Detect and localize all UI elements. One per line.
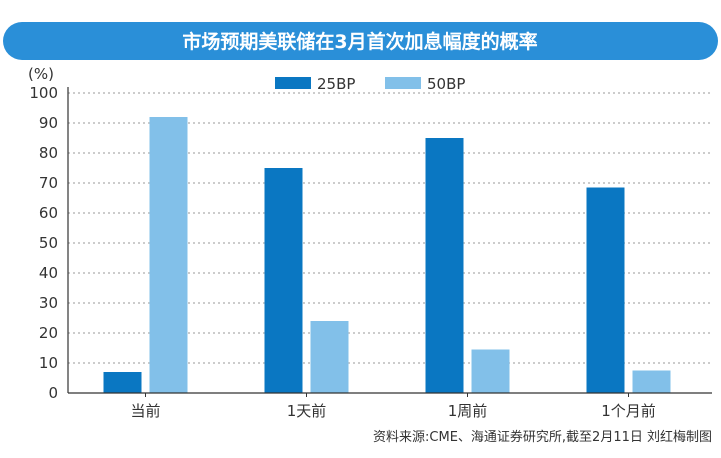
x-tick-labels: 当前 1天前 1周前 1个月前: [130, 402, 655, 420]
y-tick-label: 70: [39, 174, 58, 192]
axes: [67, 87, 712, 397]
bar-25BP-2: [425, 138, 464, 393]
bar-50BP-3: [632, 370, 671, 393]
y-tick-label: 20: [39, 324, 58, 342]
y-tick-label: 40: [39, 264, 58, 282]
x-tick-label: 当前: [130, 402, 160, 420]
x-tick-label: 1周前: [448, 402, 488, 420]
y-axis-label: (%): [28, 65, 54, 83]
bar-50BP-0: [149, 117, 188, 393]
legend-label-50BP: 50BP: [427, 75, 465, 93]
bar-25BP-1: [264, 168, 303, 393]
bar-50BP-2: [471, 349, 510, 393]
y-tick-label: 50: [39, 234, 58, 252]
y-tick-label: 30: [39, 294, 58, 312]
x-tick-label: 1个月前: [601, 402, 656, 420]
y-ticks: 0 10 20 30 40 50 60 70 80 90 100: [29, 84, 58, 402]
x-tick-label: 1天前: [287, 402, 327, 420]
y-tick-label: 100: [29, 84, 58, 102]
legend-swatch-25BP: [275, 77, 311, 89]
bar-50BP-1: [310, 321, 349, 393]
y-tick-label: 60: [39, 204, 58, 222]
chart-title: 市场预期美联储在3月首次加息幅度的概率: [182, 30, 537, 53]
bar-25BP-3: [586, 187, 625, 393]
title-banner: [3, 22, 718, 60]
source-note: 资料来源:CME、海通证券研究所,截至2月11日 刘红梅制图: [373, 429, 712, 445]
y-tick-label: 0: [48, 384, 58, 402]
y-tick-label: 90: [39, 114, 58, 132]
y-tick-label: 80: [39, 144, 58, 162]
legend-swatch-50BP: [385, 77, 421, 89]
legend-label-25BP: 25BP: [317, 75, 355, 93]
bars: [103, 117, 671, 393]
bar-25BP-0: [103, 372, 142, 393]
legend: 25BP 50BP: [275, 75, 465, 93]
y-tick-label: 10: [39, 354, 58, 372]
